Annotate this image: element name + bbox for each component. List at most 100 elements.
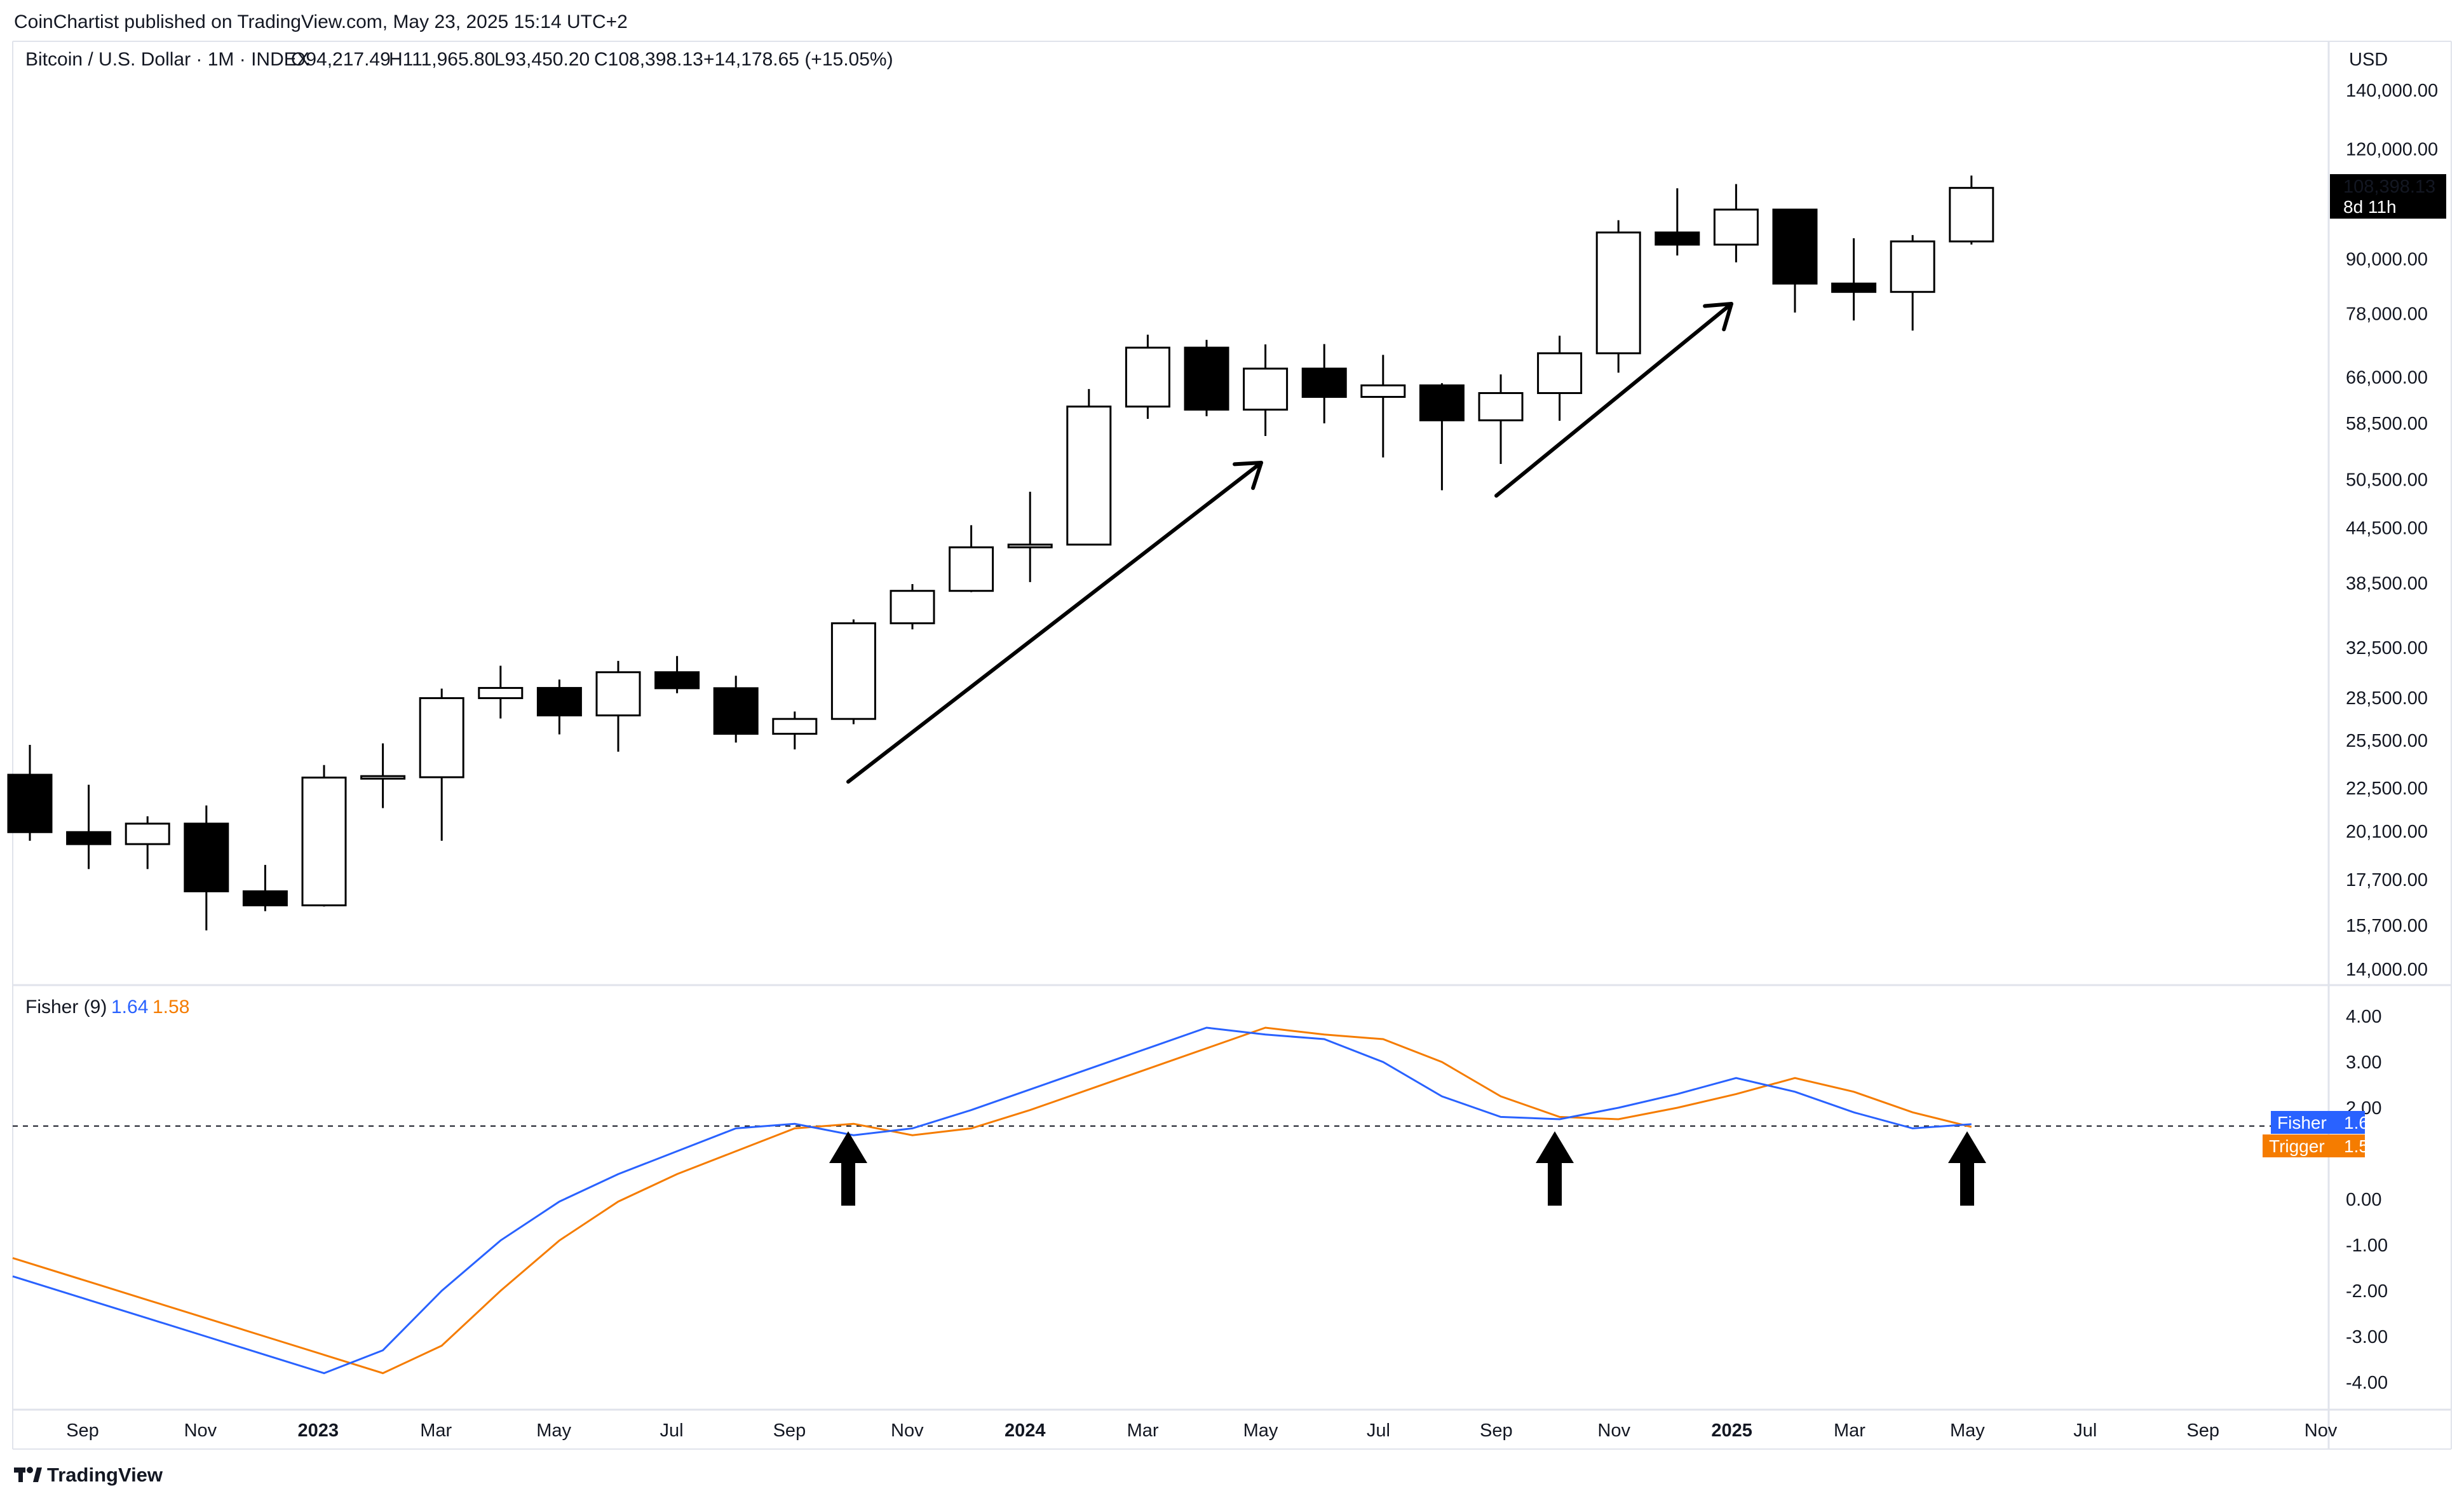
time-tick-label: Nov (891, 1420, 924, 1441)
trend-arrow (846, 461, 1263, 784)
ohlc-close: C108,398.13 (594, 49, 703, 70)
time-tick-label: Sep (1480, 1420, 1513, 1441)
price-tick-label: 22,500.00 (2346, 779, 2428, 799)
candle-body-bull (1890, 240, 1935, 293)
fisher-tick-label: 3.00 (2346, 1052, 2381, 1073)
last-price-value: 108,398.13 (2343, 177, 2435, 197)
annotations (829, 302, 1986, 1206)
tradingview-wordmark: TradingView (47, 1464, 163, 1486)
fisher-line (12, 1026, 1972, 1375)
candle-body-bull (1066, 405, 1112, 546)
candle-body-bull (1949, 187, 1994, 243)
time-tick-label: Nov (1597, 1420, 1630, 1441)
candlestick-series (7, 175, 1994, 930)
trigger-axis-tag (2263, 1134, 2365, 1157)
price-tick-label: 90,000.00 (2346, 249, 2428, 269)
fisher-series (12, 1026, 2329, 1375)
candle-body-bull (1243, 367, 1289, 411)
trigger-line (12, 1026, 1972, 1375)
price-tick-label: 25,500.00 (2346, 731, 2428, 751)
ohlc-open: O94,217.49 (291, 49, 391, 70)
ohlc-legend: Bitcoin / U.S. Dollar · 1M · INDEX O94,2… (25, 49, 893, 70)
time-tick-label: Mar (1127, 1420, 1159, 1441)
fisher-axis-tag (2271, 1111, 2365, 1134)
trigger-tag-label: Trigger (2269, 1136, 2325, 1156)
fisher-tick-label: 4.00 (2346, 1007, 2381, 1027)
fisher-tick-label: -4.00 (2346, 1373, 2388, 1393)
time-tick-label: Jul (2073, 1420, 2097, 1441)
bar-countdown: 8d 11h (2343, 197, 2397, 217)
time-tick-label: Mar (420, 1420, 452, 1441)
price-tick-label: 78,000.00 (2346, 304, 2428, 324)
time-tick-label: Sep (66, 1420, 99, 1441)
time-tick-label: Nov (2305, 1420, 2338, 1441)
price-tick-label: 14,000.00 (2346, 960, 2428, 980)
ohlc-high: H111,965.80 (389, 49, 495, 70)
ohlc-change: +14,178.65 (+15.05%) (703, 49, 893, 70)
fisher-tag-value: 1.64 (2344, 1113, 2379, 1133)
up-arrow-marker (1536, 1131, 1574, 1206)
trigger-legend-value: 1.58 (152, 997, 189, 1018)
price-tick-label: 66,000.00 (2346, 368, 2428, 388)
symbol-line: Bitcoin / U.S. Dollar · 1M · INDEX (25, 49, 309, 70)
price-tick-label: 17,700.00 (2346, 870, 2428, 890)
trend-arrow-head (1233, 461, 1263, 490)
candle-body-bull (125, 822, 170, 845)
candle-body-bear (713, 687, 759, 735)
candle-body-bull (360, 775, 406, 780)
price-tick-label: 44,500.00 (2346, 518, 2428, 538)
published-line: CoinChartist published on TradingView.co… (14, 11, 628, 32)
up-arrow-marker (829, 1131, 867, 1206)
candle-body-bear (184, 822, 229, 892)
trigger-tag-value: 1.58 (2344, 1136, 2379, 1156)
candle-body-bear (654, 671, 700, 690)
candle-body-bear (1301, 367, 1347, 398)
candle-body-bear (1655, 231, 1700, 246)
time-tick-label: Mar (1834, 1420, 1865, 1441)
candle-body-bear (66, 831, 112, 845)
candle-body-bull (301, 776, 347, 906)
fisher-tick-label: -1.00 (2346, 1236, 2388, 1256)
tradingview-logo-icon (14, 1467, 42, 1482)
trend-arrow-head (1703, 302, 1733, 332)
time-tick-label: May (1243, 1420, 1278, 1441)
candle-body-bull (830, 622, 876, 720)
candle-body-bear (1772, 208, 1818, 285)
time-tick-label: 2024 (1005, 1420, 1046, 1441)
candle-body-bull (478, 686, 524, 699)
candle-body-bear (536, 686, 582, 717)
candle-body-bull (772, 718, 818, 735)
time-tick-label: Sep (2186, 1420, 2219, 1441)
candle-body-bull (419, 697, 464, 779)
candle-body-bull (1478, 392, 1524, 421)
candle-body-bull (1007, 543, 1053, 548)
candle-body-bull (949, 546, 994, 592)
time-tick-label: Jul (660, 1420, 683, 1441)
price-tick-label: 28,500.00 (2346, 688, 2428, 709)
candle-body-bull (1125, 346, 1170, 408)
time-tick-label: May (1950, 1420, 1985, 1441)
candle-body-bear (1419, 384, 1465, 421)
candle-body-bear (7, 773, 53, 833)
candle-body-bull (1595, 231, 1641, 355)
fisher-tick-label: -2.00 (2346, 1281, 2388, 1302)
candle-body-bull (595, 671, 641, 717)
currency-label: USD (2349, 50, 2388, 70)
price-tick-label: 50,500.00 (2346, 470, 2428, 490)
fisher-legend: Fisher (9) 1.64 1.58 (25, 997, 189, 1018)
price-tick-label: 58,500.00 (2346, 414, 2428, 434)
candle-body-bear (1184, 346, 1229, 411)
candle-body-bull (890, 590, 935, 625)
fisher-tag-label: Fisher (2277, 1113, 2327, 1133)
price-tick-label: 15,700.00 (2346, 916, 2428, 936)
up-arrow-marker (1948, 1131, 1986, 1206)
candle-body-bull (1537, 352, 1583, 394)
price-tick-label: 38,500.00 (2346, 573, 2428, 594)
last-price-tag (2330, 174, 2446, 219)
price-tick-label: 120,000.00 (2346, 140, 2438, 160)
candle-body-bear (1831, 282, 1877, 293)
candle-body-bear (242, 890, 288, 906)
price-tick-label: 140,000.00 (2346, 81, 2438, 101)
time-tick-label: 2025 (1711, 1420, 1752, 1441)
